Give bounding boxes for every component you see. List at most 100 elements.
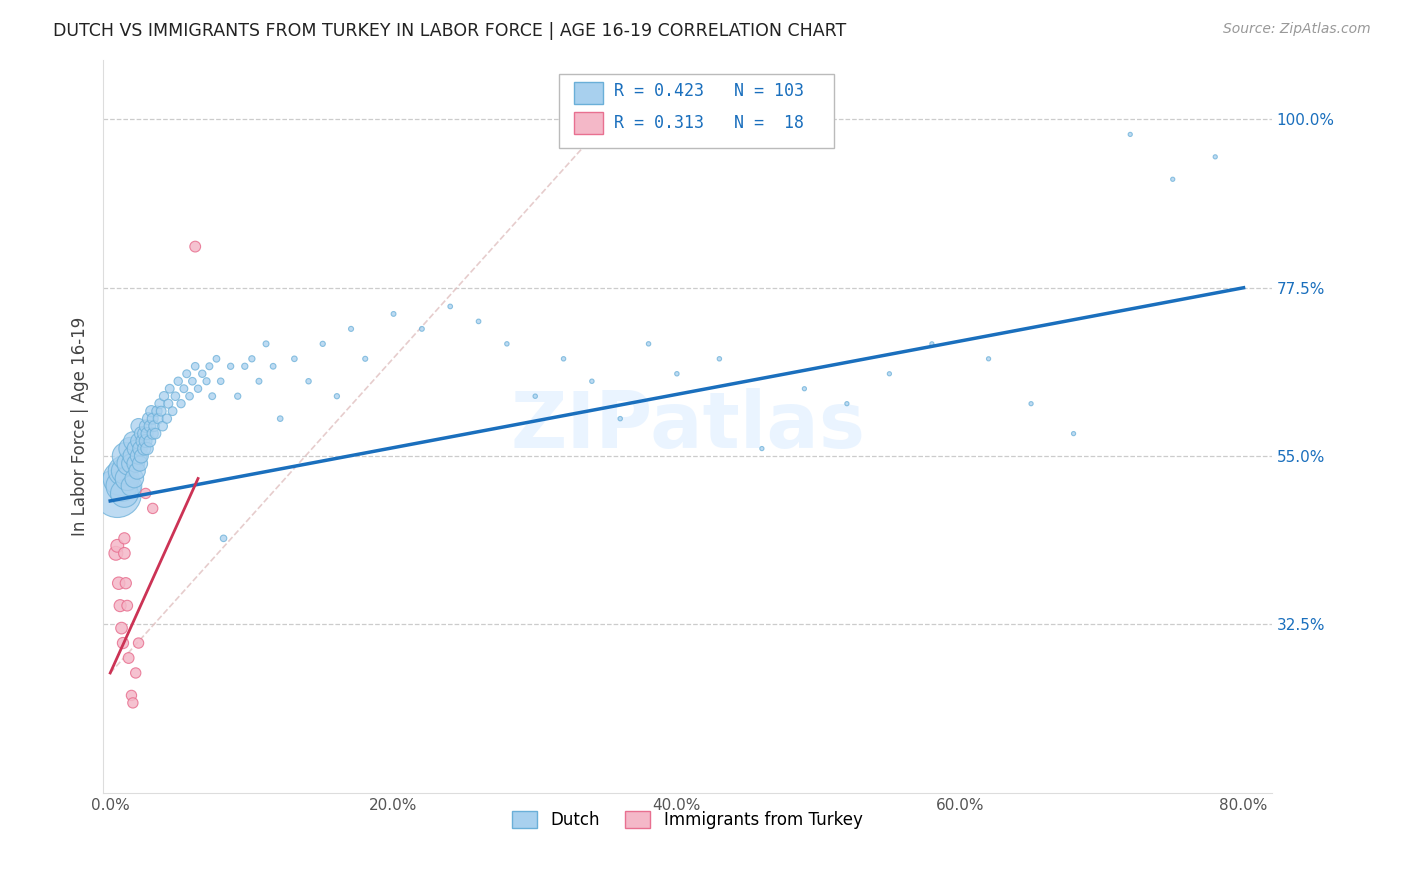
Point [125,457,148,471]
Point [170,397,193,411]
Point [112,546,135,560]
Point [1119,128,1142,142]
Bar [574,112,603,135]
Point [141,404,163,418]
Point [121,479,143,493]
Point [122,696,145,710]
Text: Source: ZipAtlas.com: Source: ZipAtlas.com [1223,22,1371,37]
Point [176,367,198,381]
Point [179,389,201,403]
Point [112,464,135,478]
Point [136,426,159,441]
Point [665,367,688,381]
Point [269,411,291,425]
Point [146,404,169,418]
Point [921,336,943,351]
Point [254,336,277,351]
Point [312,336,335,351]
Point [167,374,190,388]
Point [112,532,135,546]
Point [112,486,135,500]
Point [135,434,157,448]
Point [110,479,132,493]
Point [139,434,162,448]
Point [118,442,141,456]
Point [977,351,1000,366]
Point [105,486,128,500]
Point [240,351,263,366]
Point [105,539,128,553]
Point [129,457,152,471]
Point [156,411,179,425]
Point [553,351,575,366]
Point [136,442,159,456]
Point [195,374,218,388]
Point [115,471,138,485]
Point [581,374,603,388]
Point [209,374,232,388]
Point [128,449,150,463]
Point [122,449,145,463]
Point [143,419,166,434]
Legend: Dutch, Immigrants from Turkey: Dutch, Immigrants from Turkey [506,804,869,836]
Point [122,434,145,448]
Point [247,374,270,388]
Point [181,374,204,388]
Point [145,426,167,441]
Point [709,351,731,366]
Point [132,434,155,448]
Point [108,471,131,485]
Point [128,434,150,448]
Point [1204,150,1226,164]
Point [117,457,139,471]
Point [104,546,127,560]
Point [149,397,172,411]
Point [142,426,165,441]
Point [138,411,160,425]
Point [609,411,631,425]
Point [115,599,138,613]
Point [157,397,180,411]
Point [107,576,129,591]
Point [496,336,519,351]
Point [110,621,132,635]
Point [262,359,284,374]
Point [139,419,162,434]
Point [142,411,165,425]
Point [108,599,131,613]
Point [205,351,228,366]
Point [637,336,659,351]
Point [354,351,377,366]
Point [124,471,146,485]
Point [131,426,153,441]
Point [212,532,235,546]
Point [219,359,242,374]
Point [524,389,547,403]
Point [1063,426,1085,441]
Point [128,636,150,650]
Point [879,367,901,381]
Point [121,457,143,471]
Point [233,359,256,374]
Y-axis label: In Labor Force | Age 16-19: In Labor Force | Age 16-19 [72,317,89,536]
Point [297,374,319,388]
Point [187,382,209,396]
Text: R = 0.423   N = 103: R = 0.423 N = 103 [614,82,804,100]
Point [162,404,184,418]
Point [191,367,214,381]
Point [142,501,165,516]
Point [467,314,489,328]
Point [129,442,152,456]
Point [128,419,150,434]
Point [201,389,224,403]
Text: R = 0.313   N =  18: R = 0.313 N = 18 [614,114,804,132]
Text: DUTCH VS IMMIGRANTS FROM TURKEY IN LABOR FORCE | AGE 16-19 CORRELATION CHART: DUTCH VS IMMIGRANTS FROM TURKEY IN LABOR… [53,22,846,40]
Point [134,426,156,441]
Point [1161,172,1184,186]
Point [382,307,405,321]
Point [148,411,170,425]
Bar [574,81,603,103]
Point [152,419,174,434]
Point [184,239,207,253]
Point [135,419,157,434]
